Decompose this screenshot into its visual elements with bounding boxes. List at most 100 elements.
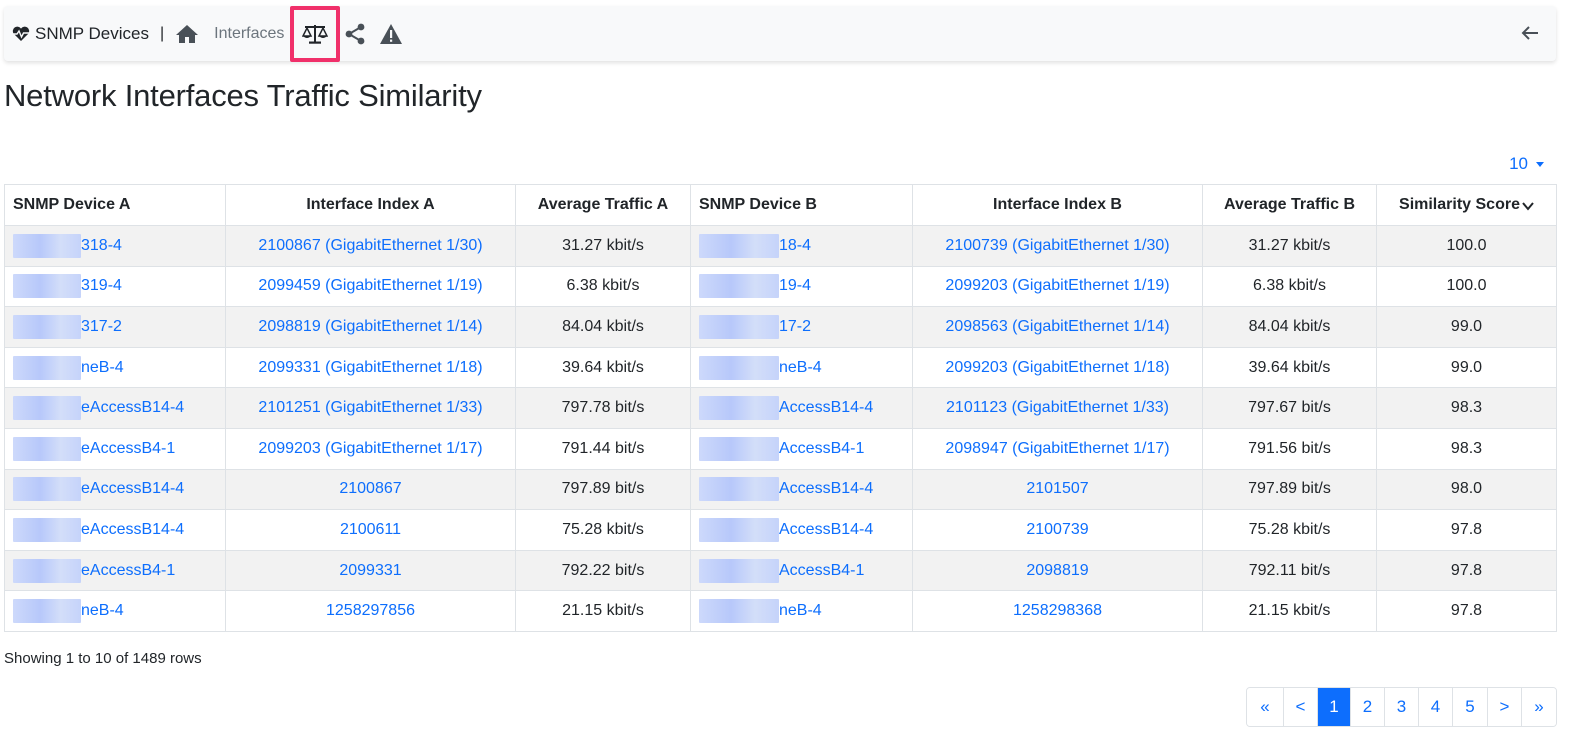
device-b-link[interactable]: neB-4 [779, 602, 822, 620]
cell-index-b: 2100739 (GigabitEthernet 1/30) [912, 225, 1203, 267]
page-button[interactable]: 4 [1418, 688, 1452, 726]
cell-similarity-score: 97.8 [1376, 590, 1557, 632]
cell-traffic-a: 75.28 kbit/s [515, 509, 691, 551]
home-icon[interactable] [174, 22, 200, 46]
index-a-link[interactable]: 2100867 [339, 480, 402, 498]
page-button[interactable]: 3 [1384, 688, 1418, 726]
header-traffic-b[interactable]: Average Traffic B [1202, 184, 1377, 226]
page-size-dropdown[interactable]: 10 [1509, 154, 1544, 174]
page-button[interactable]: 5 [1452, 688, 1487, 726]
page-button[interactable]: > [1487, 688, 1521, 726]
device-b-link[interactable]: 18-4 [779, 237, 812, 255]
device-a-link[interactable]: eAccessB4-1 [81, 561, 176, 579]
device-a-link[interactable]: eAccessB4-1 [81, 440, 176, 457]
device-a-link[interactable]: eAccessB14-4 [81, 521, 185, 539]
cell-traffic-b: 797.89 bit/s [1202, 468, 1377, 511]
cell-index-a: 2099459 (GigabitEthernet 1/19) [225, 265, 516, 308]
redacted-blur [13, 396, 81, 421]
header-traffic-a[interactable]: Average Traffic A [515, 184, 691, 226]
device-a-link[interactable]: eAccessB14-4 [81, 480, 185, 498]
redacted-blur [699, 274, 779, 299]
index-a-link[interactable]: 2099331 [339, 561, 402, 579]
header-index-a[interactable]: Interface Index A [225, 184, 516, 226]
index-a-link[interactable]: 2098819 (GigabitEthernet 1/14) [258, 317, 483, 335]
balance-scale-icon [302, 23, 329, 45]
cell-similarity-score: 99.0 [1376, 346, 1557, 389]
device-a-link[interactable]: neB-4 [81, 358, 124, 376]
index-b-link[interactable]: 2098947 (GigabitEthernet 1/17) [945, 439, 1170, 457]
device-a-link[interactable]: neB-4 [81, 602, 124, 620]
header-index-b[interactable]: Interface Index B [912, 184, 1203, 226]
table-row: 317-2 2098819 (GigabitEthernet 1/14) 84.04… [4, 306, 1557, 348]
device-b-link[interactable]: 19-4 [779, 277, 812, 295]
index-a-link[interactable]: 2099203 (GigabitEthernet 1/17) [258, 439, 483, 457]
device-b-link[interactable]: AccessB14-4 [779, 521, 874, 539]
breadcrumb-interfaces[interactable]: Interfaces [214, 24, 285, 42]
table-row: eAccessB4-1 2099203 (GigabitEthernet 1/17… [4, 427, 1557, 470]
cell-traffic-a: 39.64 kbit/s [515, 346, 691, 389]
index-b-link[interactable]: 2101123 (GigabitEthernet 1/33) [946, 399, 1169, 417]
header-similarity-score[interactable]: Similarity Score [1376, 184, 1557, 226]
page-button[interactable]: 2 [1350, 688, 1384, 726]
index-b-link[interactable]: 2100739 [1026, 520, 1089, 538]
index-b-link[interactable]: 2101507 [1026, 480, 1089, 498]
cell-traffic-b: 6.38 kbit/s [1202, 265, 1377, 308]
page-button[interactable]: » [1521, 688, 1556, 726]
cell-traffic-b: 31.27 kbit/s [1202, 225, 1377, 267]
cell-traffic-b: 21.15 kbit/s [1202, 590, 1377, 632]
index-a-link[interactable]: 2099331 (GigabitEthernet 1/18) [258, 358, 483, 376]
navbar: SNMP Devices | Interfaces [4, 5, 1556, 62]
cell-index-b: 2098819 [912, 549, 1203, 592]
index-a-link[interactable]: 2100867 (GigabitEthernet 1/30) [258, 236, 483, 254]
cell-device-b: AccessB4-1 [690, 549, 913, 592]
index-a-link[interactable]: 2101251 (GigabitEthernet 1/33) [258, 399, 483, 417]
page-button[interactable]: 1 [1317, 688, 1350, 726]
brand-link[interactable]: SNMP Devices [12, 24, 149, 44]
cell-device-b: 17-2 [690, 306, 913, 348]
cell-index-b: 2101507 [912, 468, 1203, 511]
similarity-tab-highlight[interactable] [290, 5, 341, 62]
cell-index-b: 2099203 (GigabitEthernet 1/19) [912, 265, 1203, 308]
pagination-summary: Showing 1 to 10 of 1489 rows [4, 650, 202, 667]
share-icon[interactable] [344, 22, 366, 46]
index-b-link[interactable]: 2098819 [1026, 561, 1089, 579]
device-b-link[interactable]: AccessB14-4 [779, 480, 874, 498]
page-button[interactable]: « [1247, 688, 1283, 726]
cell-similarity-score: 99.0 [1376, 306, 1557, 348]
table-row: neB-4 2099331 (GigabitEthernet 1/18) 39.64… [4, 346, 1557, 389]
index-b-link[interactable]: 2099203 (GigabitEthernet 1/19) [945, 277, 1170, 295]
device-b-link[interactable]: AccessB4-1 [779, 561, 865, 579]
header-device-a[interactable]: SNMP Device A [4, 184, 226, 226]
device-a-link[interactable]: 319-4 [81, 277, 122, 295]
table-row: 318-4 2100867 (GigabitEthernet 1/30) 31.27… [4, 225, 1557, 267]
table-row: eAccessB14-4 2100867 797.89 bit/s AccessB14… [4, 468, 1557, 511]
cell-traffic-b: 791.56 bit/s [1202, 427, 1377, 470]
device-b-link[interactable]: AccessB4-1 [779, 440, 865, 457]
warning-icon[interactable] [378, 22, 404, 46]
cell-device-a: neB-4 [4, 590, 226, 632]
page-button[interactable]: < [1283, 688, 1317, 726]
index-a-link[interactable]: 2100611 [339, 520, 402, 538]
redacted-blur [13, 274, 81, 299]
cell-traffic-b: 39.64 kbit/s [1202, 346, 1377, 389]
index-a-link[interactable]: 1258297856 [326, 602, 415, 620]
header-device-b[interactable]: SNMP Device B [690, 184, 913, 226]
index-b-link[interactable]: 1258298368 [1013, 602, 1102, 620]
cell-device-a: eAccessB14-4 [4, 468, 226, 511]
index-a-link[interactable]: 2099459 (GigabitEthernet 1/19) [258, 277, 483, 295]
device-b-link[interactable]: neB-4 [779, 358, 822, 376]
index-b-link[interactable]: 2098563 (GigabitEthernet 1/14) [945, 317, 1170, 335]
redacted-blur [699, 314, 779, 339]
device-b-link[interactable]: 17-2 [779, 318, 812, 336]
device-a-link[interactable]: eAccessB14-4 [81, 399, 185, 417]
cell-device-b: AccessB4-1 [690, 427, 913, 470]
index-b-link[interactable]: 2100739 (GigabitEthernet 1/30) [945, 236, 1170, 254]
device-a-link[interactable]: 318-4 [81, 237, 122, 255]
cell-similarity-score: 98.3 [1376, 427, 1557, 470]
device-a-link[interactable]: 317-2 [81, 318, 122, 336]
arrow-left-icon[interactable] [1520, 23, 1540, 43]
pagination: «<1 2 3 4 5 >» [1246, 687, 1557, 727]
cell-device-b: 18-4 [690, 225, 913, 267]
index-b-link[interactable]: 2099203 (GigabitEthernet 1/18) [945, 358, 1170, 376]
device-b-link[interactable]: AccessB14-4 [779, 399, 874, 417]
